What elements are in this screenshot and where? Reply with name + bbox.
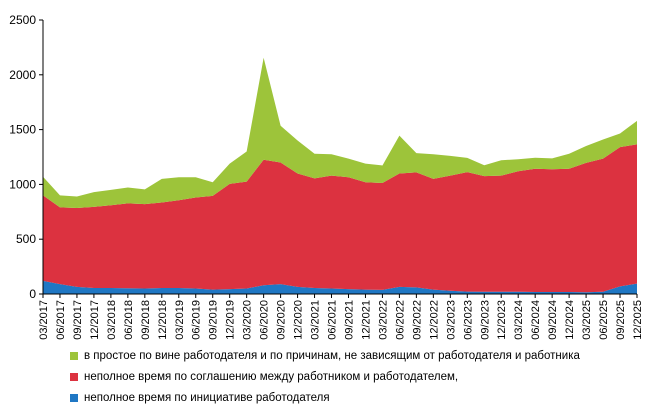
x-tick-label: 12/2020 bbox=[293, 300, 305, 340]
x-tick-label: 12/2019 bbox=[225, 300, 237, 340]
x-tick-label: 09/2018 bbox=[140, 300, 152, 340]
x-tick-label: 09/2024 bbox=[547, 300, 559, 340]
x-tick-label: 06/2021 bbox=[327, 300, 339, 340]
x-tick-label: 06/2020 bbox=[259, 300, 271, 340]
x-tick-label: 09/2023 bbox=[479, 300, 491, 340]
x-tick-label: 09/2019 bbox=[208, 300, 220, 340]
axes: 0 500 1000 1500 2000 2500 03/2017 06/2017 09/201… bbox=[9, 13, 644, 340]
x-tick-label: 12/2021 bbox=[360, 300, 372, 340]
y-tick-label: 500 bbox=[16, 232, 36, 246]
legend-label: в простое по вине работодателя и по прич… bbox=[84, 349, 580, 362]
x-tick-label: 06/2024 bbox=[530, 300, 542, 340]
x-tick-label: 03/2021 bbox=[310, 300, 322, 340]
x-tick-label: 09/2017 bbox=[72, 300, 84, 340]
legend-label: неполное время по инициативе работодател… bbox=[84, 391, 330, 404]
x-tick-label: 03/2023 bbox=[445, 300, 457, 340]
x-tick-label: 03/2020 bbox=[242, 300, 254, 340]
x-tick-label: 12/2017 bbox=[89, 300, 101, 340]
x-tick-label: 09/2021 bbox=[343, 300, 355, 340]
series-area-1 bbox=[43, 144, 637, 293]
x-tick-label: 12/2022 bbox=[428, 300, 440, 340]
y-tick-label: 2500 bbox=[9, 13, 36, 27]
x-tick-label: 12/2025 bbox=[632, 300, 644, 340]
x-tick-label: 12/2018 bbox=[157, 300, 169, 340]
x-tick-label: 12/2023 bbox=[496, 300, 508, 340]
x-tick-label: 06/2017 bbox=[55, 300, 67, 340]
x-tick-label: 09/2020 bbox=[276, 300, 288, 340]
series-areas bbox=[43, 57, 637, 294]
legend-swatch bbox=[70, 351, 78, 360]
series-area-2 bbox=[43, 57, 637, 208]
x-tick-label: 12/2024 bbox=[564, 300, 576, 340]
x-tick-label: 03/2018 bbox=[106, 300, 118, 340]
x-tick-label: 03/2019 bbox=[174, 300, 186, 340]
x-tick-label: 03/2017 bbox=[38, 300, 50, 340]
x-tick-label: 06/2022 bbox=[394, 300, 406, 340]
y-tick-label: 0 bbox=[29, 287, 36, 301]
x-tick-label: 06/2019 bbox=[191, 300, 203, 340]
legend-item: неполное время по инициативе работодател… bbox=[70, 387, 580, 408]
stacked-area-chart: 0 500 1000 1500 2000 2500 03/2017 06/2017 09/201… bbox=[9, 13, 644, 340]
x-tick-label: 03/2022 bbox=[377, 300, 389, 340]
y-tick-label: 1000 bbox=[9, 177, 36, 191]
x-tick-label: 06/2018 bbox=[123, 300, 135, 340]
x-tick-label: 03/2024 bbox=[513, 300, 525, 340]
y-tick-label: 1500 bbox=[9, 123, 36, 137]
legend-swatch bbox=[70, 393, 78, 402]
legend-label: неполное время по соглашению между работ… bbox=[84, 370, 459, 383]
x-tick-label: 06/2025 bbox=[598, 300, 610, 340]
x-tick-label: 03/2025 bbox=[581, 300, 593, 340]
y-tick-label: 2000 bbox=[9, 68, 36, 82]
series-area-0 bbox=[43, 280, 637, 294]
x-tick-label: 06/2023 bbox=[462, 300, 474, 340]
legend-item: неполное время по соглашению между работ… bbox=[70, 366, 580, 387]
legend-item: в простое по вине работодателя и по прич… bbox=[70, 345, 580, 366]
legend-swatch bbox=[70, 372, 78, 381]
x-tick-label: 09/2022 bbox=[411, 300, 423, 340]
x-tick-label: 09/2025 bbox=[615, 300, 627, 340]
chart-legend: в простое по вине работодателя и по прич… bbox=[70, 345, 580, 408]
